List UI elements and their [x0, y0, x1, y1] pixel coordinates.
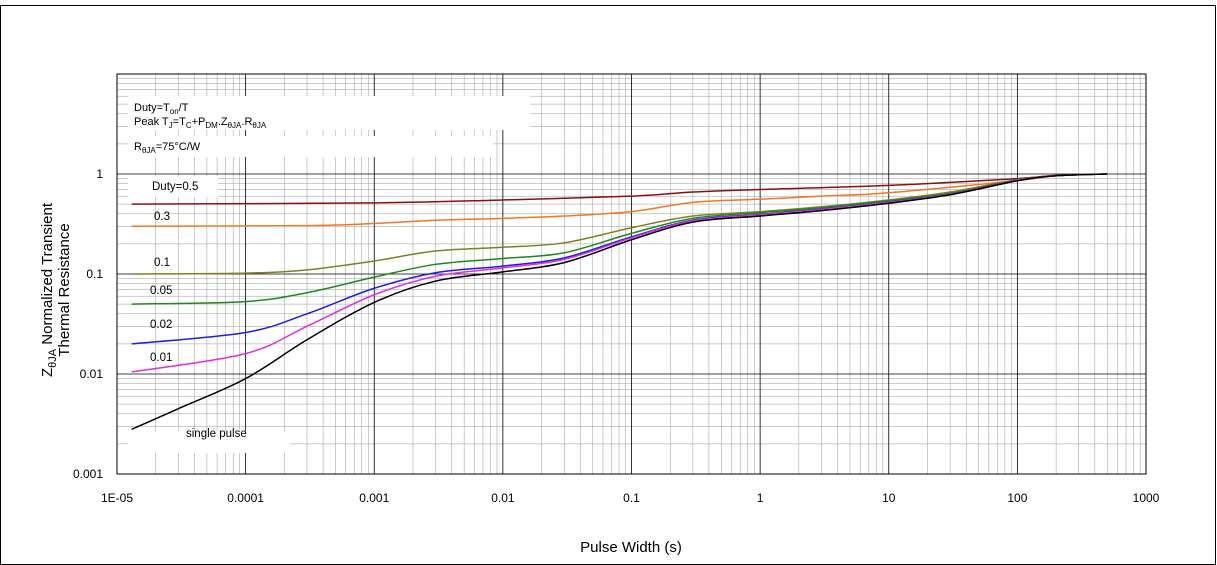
series-label: 0.3 — [154, 211, 170, 223]
series-line — [131, 173, 1108, 345]
x-tick-labels: 1E-05 0.0001 0.001 0.01 0.1 1 10 100 1000 — [101, 491, 1160, 505]
x-tick-label: 10 — [882, 491, 896, 505]
x-tick-label: 1E-05 — [101, 491, 133, 505]
x-tick-label: 0.1 — [623, 491, 640, 505]
x-tick-label: 100 — [1007, 491, 1027, 505]
annotation-boxes — [128, 96, 530, 453]
series-label: 0.05 — [150, 285, 172, 297]
series-line — [131, 173, 1108, 275]
annotation-box — [128, 176, 218, 197]
y-tick-labels: 0.001 0.01 0.1 1 — [73, 167, 103, 481]
x-tick-label: 0.001 — [359, 491, 389, 505]
peak-formula: Peak TJ=TC+PDM.ZθJA.RθJA — [134, 116, 267, 130]
x-tick-label: 0.0001 — [227, 491, 264, 505]
annotation-box — [128, 136, 493, 157]
series-line — [131, 173, 1108, 205]
series-line — [131, 173, 1108, 228]
y-axis-title: ZθJA Normalized Transient Thermal Resist… — [39, 202, 73, 377]
y-axis-title-prefix: Z — [39, 368, 56, 377]
series-label: 0.02 — [150, 319, 172, 331]
series-label: single pulse — [186, 428, 247, 440]
series-line — [131, 173, 1108, 430]
y-tick-label: 1 — [96, 167, 103, 181]
annotation-box — [128, 96, 530, 130]
x-tick-label: 0.01 — [491, 491, 515, 505]
y-tick-label: 0.001 — [73, 467, 103, 481]
x-tick-label: 1000 — [1133, 491, 1160, 505]
series-line — [131, 173, 1108, 305]
series-label: 0.01 — [150, 352, 172, 364]
x-tick-label: 1 — [757, 491, 764, 505]
y-axis-title-sub: θJA — [47, 348, 59, 368]
series-label: Duty=0.5 — [152, 181, 198, 193]
series-lines — [131, 173, 1108, 430]
y-tick-label: 0.1 — [86, 267, 103, 281]
duty-formula: Duty=Ton/T — [134, 102, 189, 116]
annotation-box — [128, 431, 290, 453]
y-axis-title-line2: Thermal Resistance — [56, 223, 73, 356]
y-tick-label: 0.01 — [80, 367, 104, 381]
series-labels: Duty=0.5 0.3 0.1 0.05 0.02 0.01 single pulse — [150, 181, 247, 440]
plot-area-border — [116, 73, 1147, 475]
y-axis-title-line1: Normalized Transient — [39, 202, 56, 345]
svg-text:ZθJA Normalized Transient: ZθJA Normalized Transient — [39, 202, 59, 377]
series-label: 0.1 — [154, 257, 170, 269]
major-gridlines — [117, 74, 1146, 474]
x-axis-title: Pulse Width (s) — [580, 539, 682, 556]
